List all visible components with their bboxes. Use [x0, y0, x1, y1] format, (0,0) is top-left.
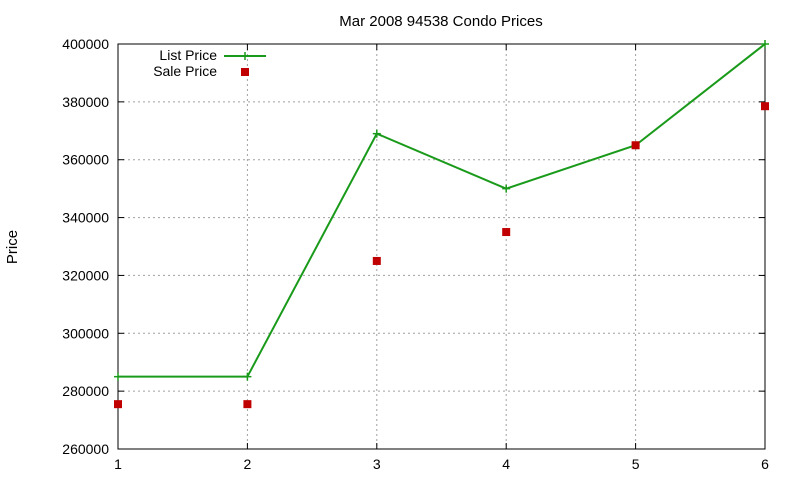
list-price-point: [114, 372, 122, 381]
y-tick-label: 360000: [62, 152, 109, 168]
y-tick-label: 340000: [62, 210, 109, 226]
legend-marker-list-price: [241, 52, 249, 60]
y-tick-label: 320000: [62, 267, 109, 283]
chart-title: Mar 2008 94538 Condo Prices: [339, 13, 542, 30]
grid: [118, 44, 765, 449]
x-tick-label: 2: [244, 456, 252, 472]
y-tick-label: 300000: [62, 325, 109, 341]
x-tick-label: 6: [761, 456, 769, 472]
sale-price-point: [372, 256, 381, 265]
sale-price-point: [761, 102, 769, 111]
legend-label-list-price: List Price: [159, 47, 217, 63]
x-tick-label: 4: [502, 456, 510, 472]
list-price-line: [118, 43, 766, 378]
sale-price-point: [243, 400, 252, 409]
list-price-point: [761, 40, 769, 48]
y-tick-label: 280000: [62, 383, 109, 399]
series-layer: [114, 40, 769, 409]
x-tick-label: 1: [114, 456, 122, 472]
sale-price-point: [502, 228, 511, 237]
sale-price-point: [631, 141, 640, 150]
legend-marker-sale-price: [241, 68, 249, 76]
list-price-point: [372, 129, 381, 138]
x-tick-label: 5: [632, 456, 640, 472]
legend-label-sale-price: Sale Price: [153, 63, 217, 79]
y-tick-label: 380000: [62, 94, 109, 110]
plot-area-frame: [117, 43, 766, 450]
sale-price-point: [114, 400, 122, 409]
y-tick-label: 400000: [62, 36, 109, 52]
list-price-point: [243, 372, 252, 381]
axis-ticks: 1 2 3 4 5 6 260000 280000 300000 320000 340000 3600…: [62, 36, 769, 472]
list-price-point: [502, 184, 511, 193]
y-axis-label: Price: [4, 230, 21, 264]
x-tick-label: 3: [373, 456, 381, 472]
y-tick-label: 260000: [62, 441, 109, 457]
